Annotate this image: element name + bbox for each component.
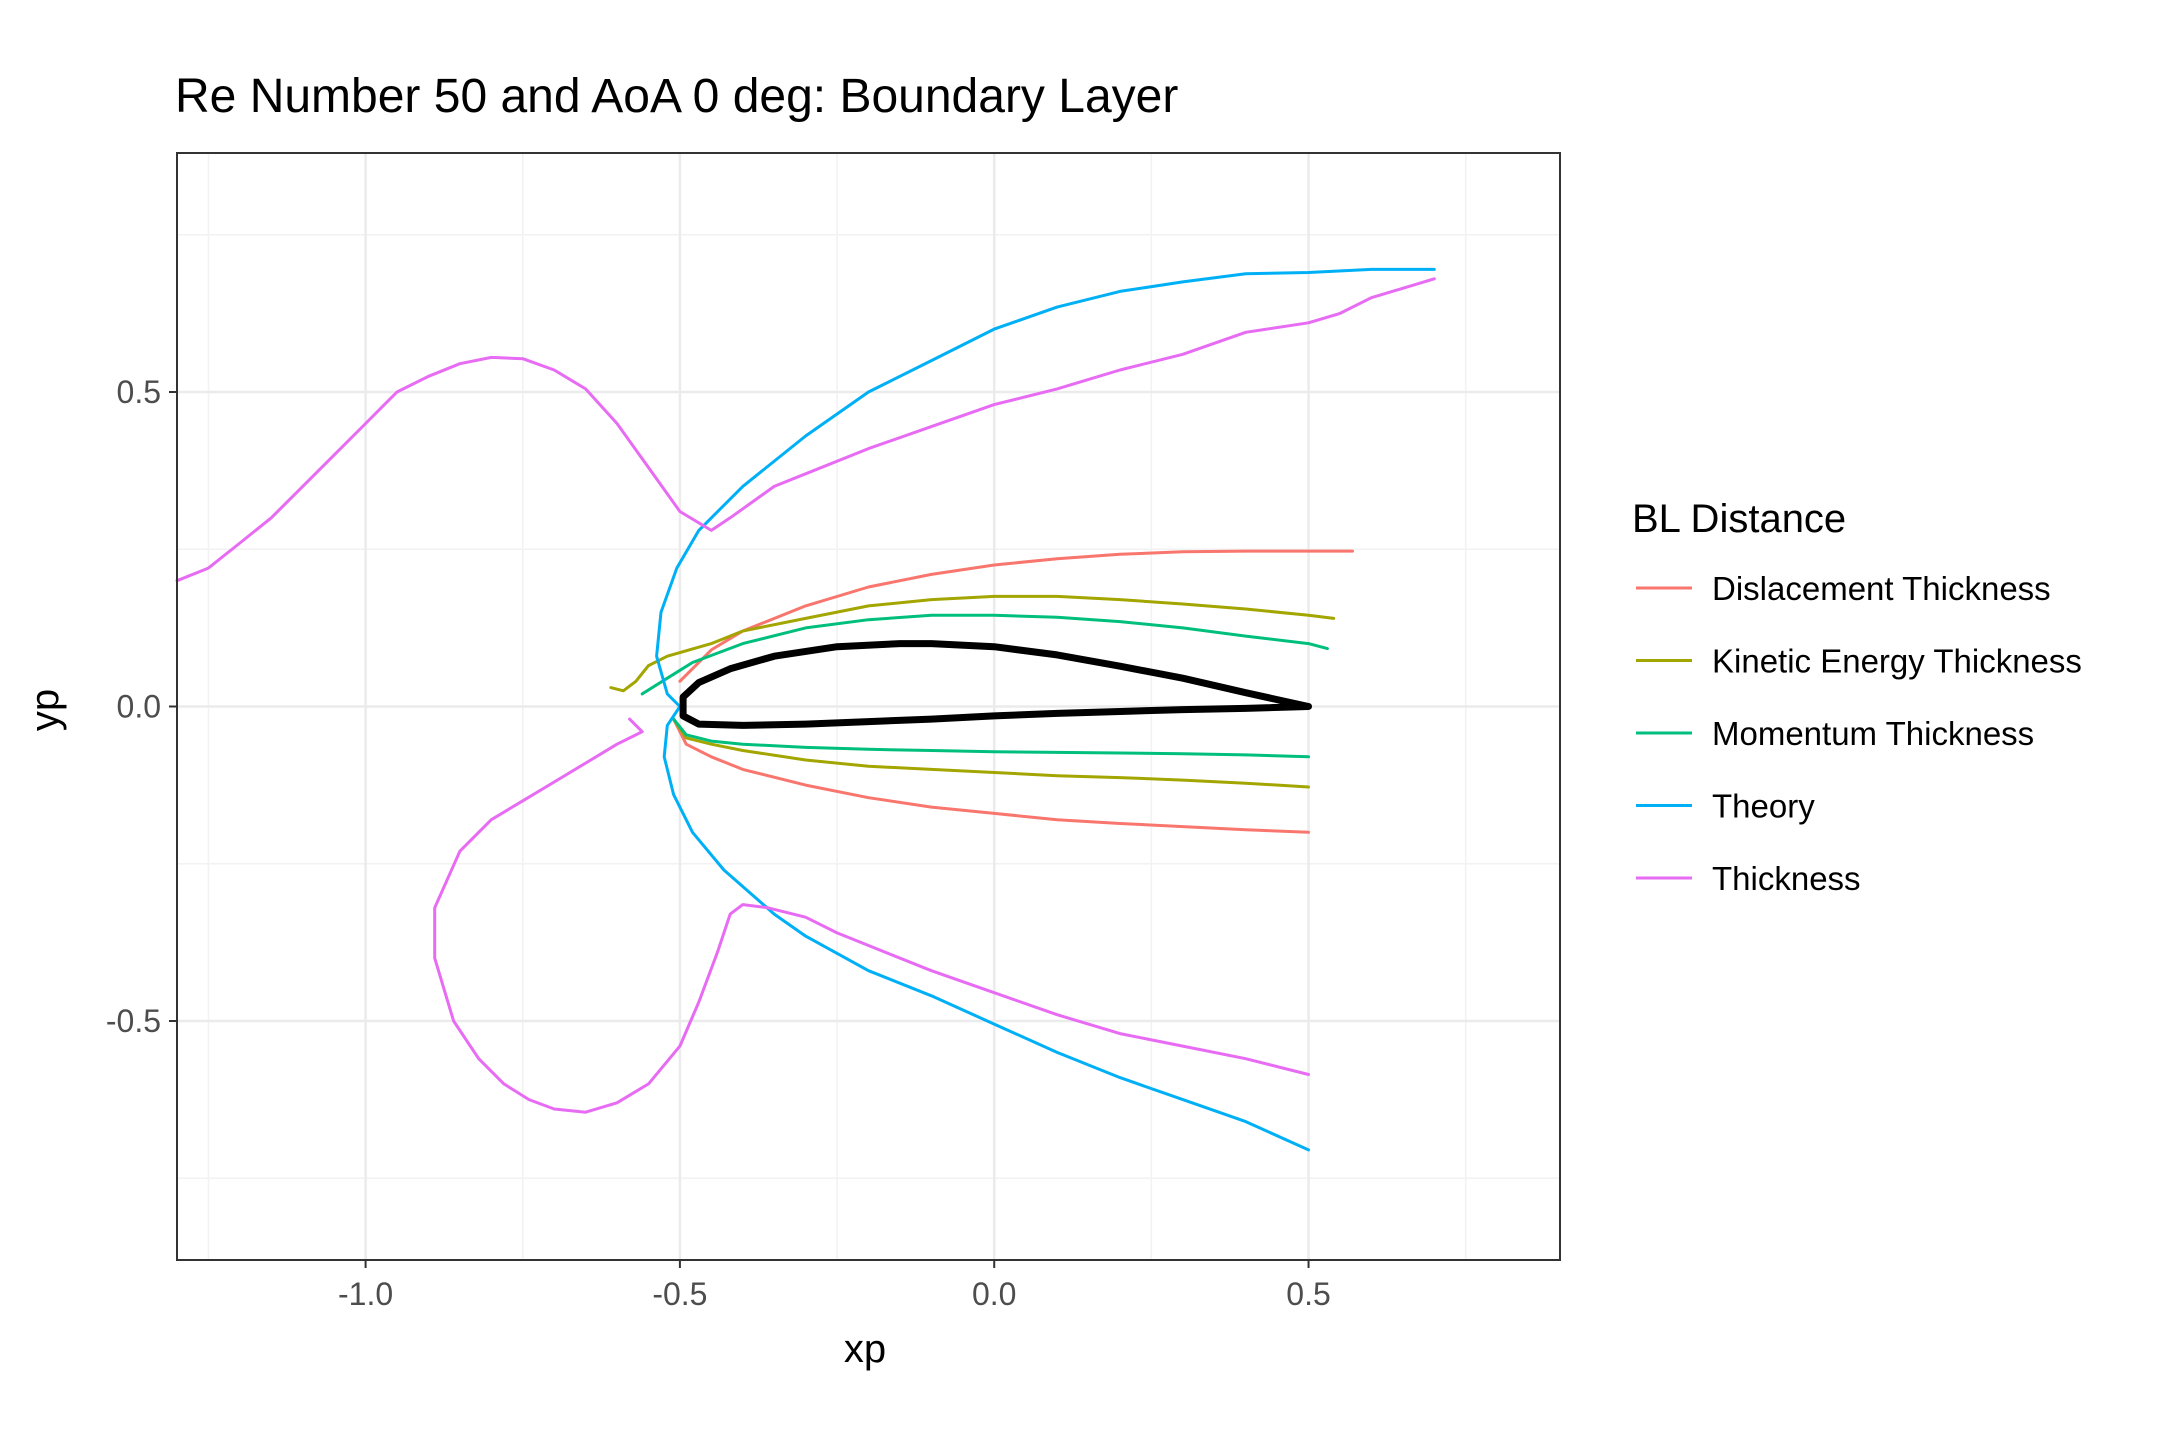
- major-grid: [177, 153, 1560, 1260]
- legend-title: BL Distance: [1632, 497, 1846, 541]
- y-axis-title: yp: [23, 689, 67, 731]
- series-layer: [175, 267, 1436, 1152]
- series-line: [433, 717, 1310, 1114]
- y-tick-label: 0.0: [117, 689, 161, 725]
- series-line: [609, 594, 1336, 693]
- chart-title: Re Number 50 and AoA 0 deg: Boundary Lay…: [175, 70, 1178, 123]
- legend-item: Kinetic Energy Thickness: [1636, 643, 2082, 680]
- x-axis-title: xp: [844, 1327, 886, 1371]
- series-line: [672, 717, 1310, 789]
- legend: BL Distance Dislacement Thickness Kinetic…: [1632, 497, 2082, 897]
- series-line: [175, 277, 1436, 583]
- legend-label: Momentum Thickness: [1712, 715, 2034, 752]
- legend-item: Thickness: [1636, 860, 1861, 897]
- airfoil-profile: [679, 640, 1312, 729]
- series-line: [672, 717, 1310, 834]
- x-tick-label: 0.5: [1286, 1276, 1330, 1312]
- x-tick-label: -0.5: [652, 1276, 707, 1312]
- legend-label: Dislacement Thickness: [1712, 570, 2051, 607]
- series-line: [655, 267, 1436, 708]
- series-line: [672, 717, 1310, 759]
- x-tick-label: 0.0: [972, 1276, 1016, 1312]
- series-kinetic-energy-thickness: [609, 594, 1336, 789]
- series-theory: [655, 267, 1436, 1152]
- legend-label: Kinetic Energy Thickness: [1712, 643, 2082, 680]
- legend-item: Momentum Thickness: [1636, 715, 2034, 752]
- legend-item: Dislacement Thickness: [1636, 570, 2051, 607]
- legend-label: Thickness: [1712, 860, 1861, 897]
- series-line: [640, 613, 1329, 696]
- y-tick-label: -0.5: [106, 1003, 161, 1039]
- x-tick-label: -1.0: [338, 1276, 393, 1312]
- series-thickness: [175, 277, 1436, 1114]
- series-line: [662, 705, 1310, 1152]
- y-axis: -0.5 0.0 0.5: [106, 374, 177, 1039]
- legend-items: Dislacement Thickness Kinetic Energy Thic…: [1636, 570, 2082, 897]
- legend-item: Theory: [1636, 788, 1815, 825]
- legend-label: Theory: [1712, 788, 1815, 825]
- y-tick-label: 0.5: [117, 374, 161, 410]
- series-momentum-thickness: [640, 613, 1329, 759]
- x-axis: -1.0 -0.5 0.0 0.5: [338, 1260, 1331, 1312]
